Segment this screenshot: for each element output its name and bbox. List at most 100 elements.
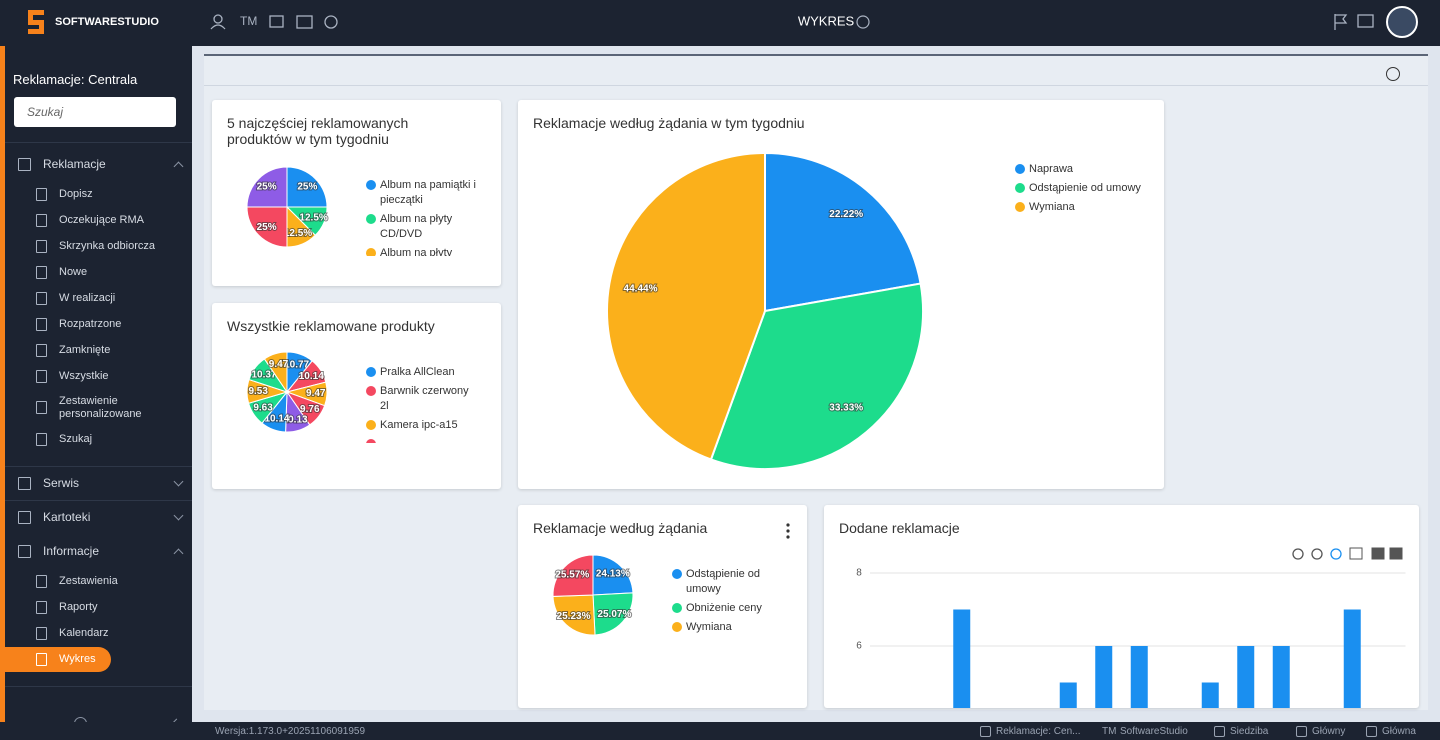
legend-label: Barwnik czerwony 2l [380,385,469,412]
footer-item[interactable]: Główna [1382,726,1416,737]
legend-item[interactable]: Obniżenie ceny [672,601,784,616]
building-icon[interactable] [296,15,313,29]
menu-dot[interactable] [786,535,790,539]
legend-item[interactable]: Barwnik czerwony 2l [366,384,478,414]
item-icon [36,265,47,279]
menu-item[interactable]: Kalendarz [5,620,192,646]
widget-card: Reklamacje według żądania 24.13% 25.07% 25.… [518,505,807,708]
item-label: Zestawienia [59,574,118,587]
section-icon [18,157,31,171]
slice-label: 10.14 [264,414,289,425]
structure-icon[interactable] [269,15,284,28]
legend-item[interactable]: Pralka AllClean [366,365,478,380]
legend-dot [366,180,376,190]
menu-item[interactable]: Zestawienia [5,568,192,594]
menu-dot[interactable] [786,529,790,533]
footer-item[interactable]: SoftwareStudio [1120,726,1188,737]
footer-tm: TM [1102,726,1117,737]
menu-dot[interactable] [786,523,790,527]
menu-section[interactable]: Reklamacje [5,151,192,177]
slice-label: 10.13 [283,414,308,425]
bar [1059,682,1077,708]
menu-item[interactable]: Nowe [5,259,192,285]
section-label: Reklamacje [43,157,106,171]
zoom-tool[interactable] [1292,548,1304,560]
legend-dot [366,367,376,377]
circle-icon[interactable] [324,15,338,29]
users-icon[interactable] [213,14,223,24]
menu-item[interactable]: Oczekujące RMA [5,207,192,233]
legend-item[interactable]: Wymiana [1015,200,1155,215]
widget-chart: 68 [856,547,1406,708]
menu-item[interactable]: Wykres [0,646,192,672]
legend: Album na pamiątki i pieczątki Album na pł… [366,178,478,256]
menu-item[interactable]: Zestawienie personalizowane [5,389,192,426]
widget-title: 5 najczęściej reklamowanych produktów w … [227,115,409,147]
slice-label: 25% [257,222,277,233]
legend-dot [366,248,376,256]
chart-tool[interactable] [1349,547,1363,560]
footer-item[interactable]: Reklamacje: Cen... [996,726,1081,737]
flag-icon[interactable] [1334,14,1348,30]
section-icon [18,544,31,558]
help-icon[interactable] [856,15,870,29]
menu-item[interactable]: Zamknięte [5,337,192,363]
legend-label: Album na płyty CD/DVD [380,213,453,240]
legend-item[interactable]: Odstąpienie od umowy [672,567,784,597]
chevron [173,476,184,487]
section-icon [18,510,31,524]
legend-label: Album na płyty [380,247,453,256]
divider [5,142,192,143]
footer-item[interactable]: Siedziba [1230,726,1269,737]
slice-label: 25% [257,181,277,192]
section-label: Kartoteki [43,510,91,524]
slice-label: 10.37 [251,369,276,380]
menu-section[interactable]: Informacje [5,534,192,568]
logo-text: SOFTWARESTUDIO [55,16,159,28]
slice-label: 12.5% [299,213,327,224]
legend-label: Odstąpienie od umowy [686,568,760,595]
footer-item[interactable]: Główny [1312,726,1346,737]
avatar[interactable] [1386,6,1418,38]
menu-item[interactable]: Raporty [5,594,192,620]
menu-section[interactable]: Serwis [5,466,192,500]
legend-item[interactable]: Album na płyty [366,246,478,256]
menu-item[interactable]: Szukaj [5,426,192,452]
menu-item[interactable]: Dopisz [5,181,192,207]
legend-label: Obniżenie ceny [686,602,762,614]
legend-item[interactable]: Kamera ipc-a15 [366,418,478,433]
menu-section[interactable]: Kartoteki [5,500,192,534]
chart-tool[interactable] [1371,547,1385,560]
menu-item[interactable]: Skrzynka odbiorcza [5,233,192,259]
legend-item[interactable]: Wymiana [672,620,784,635]
search-input[interactable]: Szukaj [14,97,176,127]
item-icon [36,369,47,383]
menu-item[interactable]: Wszystkie [5,363,192,389]
legend-item[interactable] [366,437,478,443]
menu-item[interactable]: Rozpatrzone [5,311,192,337]
legend-label: Kamera ipc-a15 [380,419,458,431]
legend: Odstąpienie od umowy Obniżenie ceny Wymian… [672,567,784,645]
legend-item[interactable]: Naprawa [1015,162,1155,177]
card-icon[interactable] [1357,14,1374,28]
bar [1201,682,1219,708]
slice-label: 10.77 [284,359,309,370]
zoom-tool[interactable] [1311,548,1323,560]
legend-item[interactable]: Album na płyty CD/DVD [366,212,478,242]
item-icon [36,187,47,201]
chart-tool[interactable] [1389,547,1403,560]
legend-item[interactable]: Odstąpienie od umowy [1015,181,1155,196]
item-label: Nowe [59,265,88,278]
zoom-tool[interactable] [1330,548,1342,560]
top-bar: SOFTWARESTUDIO TM WYKRES [0,0,1440,46]
item-label: Raporty [59,600,98,613]
widget-chart: 25% 12.5% 12.5% 25% 25% [246,166,329,248]
chevron [173,548,184,559]
sidebar-title: Reklamacje: Centrala [13,72,138,87]
nav-tm[interactable]: TM [240,14,257,28]
menu-item[interactable]: W realizacji [5,285,192,311]
chevron [173,161,184,172]
active-pill [0,647,111,672]
palette-icon[interactable] [1386,67,1400,81]
legend-item[interactable]: Album na pamiątki i pieczątki [366,178,478,208]
